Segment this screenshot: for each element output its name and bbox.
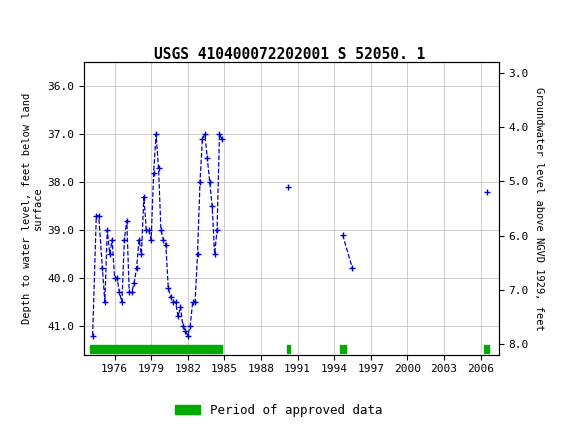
Text: USGS 410400072202001 S 52050. 1: USGS 410400072202001 S 52050. 1 (154, 47, 426, 62)
Bar (287, 345, 290, 353)
Bar (340, 345, 342, 353)
Legend: Period of approved data: Period of approved data (169, 399, 387, 421)
Bar (343, 345, 346, 353)
Y-axis label: Depth to water level, feet below land
surface: Depth to water level, feet below land su… (21, 93, 44, 324)
Y-axis label: Groundwater level above NGVD 1929, feet: Groundwater level above NGVD 1929, feet (534, 87, 544, 330)
Bar (90, 345, 222, 353)
Text: ≡USGS: ≡USGS (9, 14, 79, 31)
Bar (484, 345, 489, 353)
